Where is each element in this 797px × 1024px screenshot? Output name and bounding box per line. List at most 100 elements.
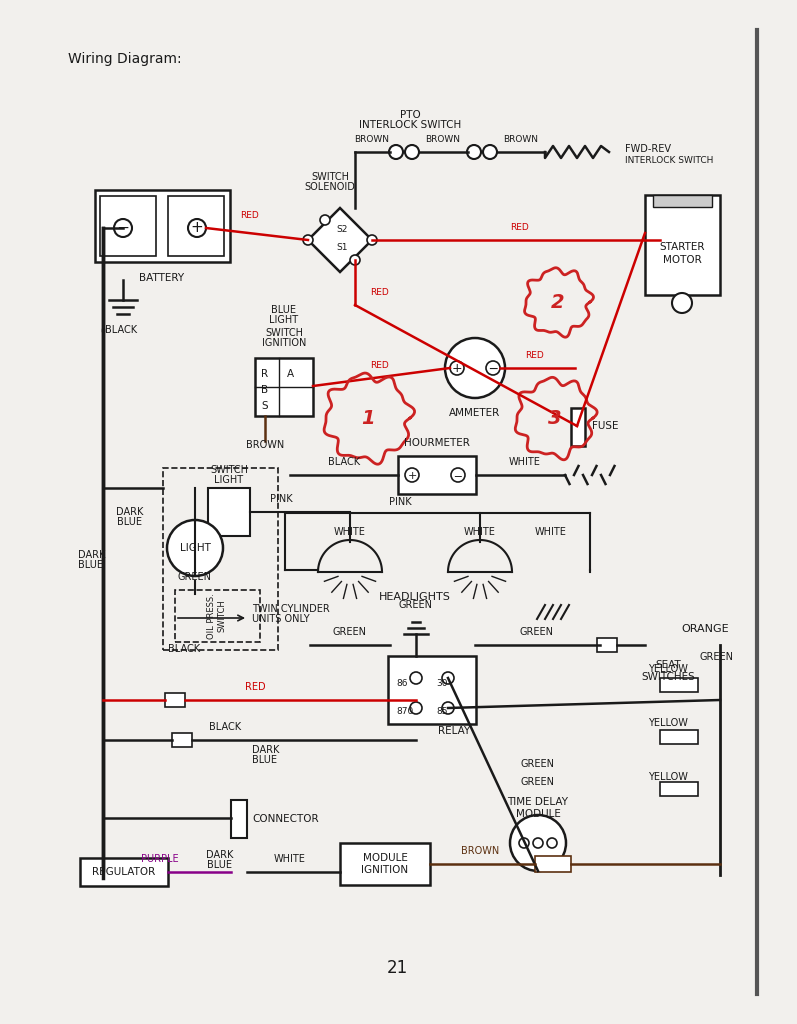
Circle shape	[510, 815, 566, 871]
Polygon shape	[308, 208, 372, 272]
Text: DARK: DARK	[78, 550, 105, 560]
Text: 86: 86	[396, 679, 407, 688]
Text: 21: 21	[387, 959, 407, 977]
FancyBboxPatch shape	[653, 195, 712, 207]
FancyBboxPatch shape	[208, 488, 250, 536]
Circle shape	[389, 145, 403, 159]
Text: RED: RED	[245, 682, 265, 692]
Text: S1: S1	[336, 244, 347, 253]
FancyBboxPatch shape	[168, 196, 224, 256]
Text: BROWN: BROWN	[461, 846, 499, 856]
Text: BROWN: BROWN	[504, 135, 539, 144]
Text: WHITE: WHITE	[535, 527, 567, 537]
Text: BROWN: BROWN	[426, 135, 461, 144]
Text: CONNECTOR: CONNECTOR	[252, 814, 319, 824]
Text: HOURMETER: HOURMETER	[404, 438, 470, 449]
Text: RED: RED	[371, 361, 390, 370]
Text: ─: ─	[489, 362, 497, 376]
Text: GREEN: GREEN	[399, 600, 433, 610]
FancyBboxPatch shape	[660, 730, 698, 744]
FancyBboxPatch shape	[95, 190, 230, 262]
Text: 3: 3	[548, 409, 562, 427]
Circle shape	[672, 293, 692, 313]
Text: WHITE: WHITE	[464, 527, 496, 537]
Text: BLUE: BLUE	[207, 860, 233, 870]
Circle shape	[410, 672, 422, 684]
Circle shape	[451, 468, 465, 482]
Text: HEADLIGHTS: HEADLIGHTS	[379, 592, 451, 602]
Text: MODULE: MODULE	[363, 853, 407, 863]
Text: +: +	[407, 471, 417, 481]
Text: INTERLOCK SWITCH: INTERLOCK SWITCH	[359, 120, 461, 130]
Text: WHITE: WHITE	[274, 854, 306, 864]
Circle shape	[547, 838, 557, 848]
Text: DARK: DARK	[116, 507, 143, 517]
Circle shape	[320, 215, 330, 225]
Text: B: B	[261, 385, 269, 395]
Circle shape	[486, 361, 500, 375]
Text: ─: ─	[454, 471, 461, 481]
Text: GREEN: GREEN	[521, 777, 555, 787]
FancyBboxPatch shape	[660, 782, 698, 796]
FancyBboxPatch shape	[398, 456, 476, 494]
Circle shape	[367, 234, 377, 245]
Text: RED: RED	[241, 211, 259, 220]
Text: FWD-REV: FWD-REV	[625, 144, 671, 154]
Circle shape	[483, 145, 497, 159]
Text: ORANGE: ORANGE	[681, 624, 728, 634]
Text: SWITCH: SWITCH	[210, 465, 248, 475]
Text: BLACK: BLACK	[105, 325, 137, 335]
Text: DARK: DARK	[206, 850, 234, 860]
Text: BROWN: BROWN	[355, 135, 390, 144]
Circle shape	[114, 219, 132, 237]
Circle shape	[167, 520, 223, 575]
FancyBboxPatch shape	[645, 195, 720, 295]
Circle shape	[533, 838, 543, 848]
Circle shape	[405, 145, 419, 159]
Text: WHITE: WHITE	[334, 527, 366, 537]
Text: BLUE: BLUE	[252, 755, 277, 765]
Text: IGNITION: IGNITION	[361, 865, 409, 874]
Text: LIGHT: LIGHT	[179, 543, 210, 553]
Text: BLUE: BLUE	[78, 560, 103, 570]
Circle shape	[442, 672, 454, 684]
Text: GREEN: GREEN	[521, 759, 555, 769]
FancyBboxPatch shape	[597, 638, 617, 652]
Text: SWITCH: SWITCH	[311, 172, 349, 182]
Circle shape	[410, 702, 422, 714]
Text: FUSE: FUSE	[592, 421, 618, 431]
Text: DARK: DARK	[252, 745, 280, 755]
Text: LIGHT: LIGHT	[269, 315, 299, 325]
Text: SOLENOID: SOLENOID	[304, 182, 355, 193]
FancyBboxPatch shape	[660, 678, 698, 692]
Text: +: +	[452, 362, 462, 376]
FancyBboxPatch shape	[340, 843, 430, 885]
Text: YELLOW: YELLOW	[648, 772, 688, 782]
Text: YELLOW: YELLOW	[648, 718, 688, 728]
Text: 870: 870	[396, 707, 414, 716]
Text: BATTERY: BATTERY	[139, 273, 185, 283]
Text: INTERLOCK SWITCH: INTERLOCK SWITCH	[625, 156, 713, 165]
Circle shape	[350, 255, 360, 265]
FancyBboxPatch shape	[165, 693, 185, 707]
Text: BLACK: BLACK	[328, 457, 360, 467]
Text: S: S	[261, 401, 269, 411]
Text: BROWN: BROWN	[246, 440, 284, 450]
Circle shape	[467, 145, 481, 159]
Circle shape	[405, 468, 419, 482]
Text: SWITCHES: SWITCHES	[641, 672, 695, 682]
Circle shape	[445, 338, 505, 398]
Text: PTO: PTO	[399, 110, 420, 120]
FancyBboxPatch shape	[231, 800, 247, 838]
Text: MODULE: MODULE	[516, 809, 560, 819]
Text: REGULATOR: REGULATOR	[92, 867, 155, 877]
Text: 30: 30	[436, 679, 447, 688]
FancyBboxPatch shape	[388, 656, 476, 724]
Circle shape	[303, 234, 313, 245]
Text: 1: 1	[361, 409, 375, 427]
FancyBboxPatch shape	[100, 196, 156, 256]
FancyBboxPatch shape	[255, 358, 313, 416]
Text: R: R	[261, 369, 269, 379]
Text: BLUE: BLUE	[272, 305, 296, 315]
Text: Wiring Diagram:: Wiring Diagram:	[68, 52, 182, 66]
